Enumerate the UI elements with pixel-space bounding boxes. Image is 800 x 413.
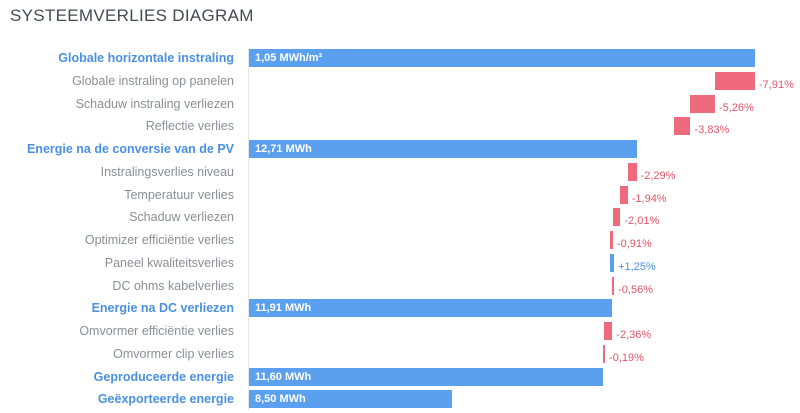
chart-title: SYSTEEMVERLIES DIAGRAM [10, 6, 254, 25]
percent-label: -2,01% [624, 215, 660, 227]
row-label: Reflectie verlies [145, 119, 234, 133]
row-label: Omvormer clip verlies [113, 347, 234, 361]
percent-label: -2,36% [616, 329, 652, 341]
bar-value-label: 8,50 MWh [255, 393, 306, 405]
percent-label: -0,19% [609, 352, 644, 364]
total-bar: 11,91 MWh [249, 299, 613, 317]
row-label: Geëxporteerde energie [97, 392, 234, 406]
loss-bar [603, 345, 605, 363]
loss-bar [620, 186, 628, 204]
row-label: Globale horizontale instraling [58, 51, 234, 65]
percent-label: -1,94% [631, 193, 667, 205]
row-label: Schaduw instraling verliezen [75, 97, 234, 111]
loss-bar [612, 208, 621, 226]
chart-axis-line [248, 48, 249, 410]
percent-label: +1,25% [618, 261, 656, 273]
loss-bar [627, 163, 637, 181]
row-label: Instralingsverlies niveau [100, 165, 234, 179]
total-bar: 8,50 MWh [249, 390, 453, 408]
bar-value-label: 11,91 MWh [255, 302, 312, 314]
bar-value-label: 11,60 MWh [255, 371, 312, 383]
total-bar: 11,60 MWh [249, 368, 603, 386]
loss-bar [612, 277, 615, 295]
row-label: Omvormer efficiëntie verlies [79, 324, 234, 338]
row-label: Paneel kwaliteitsverlies [104, 256, 234, 270]
row-label: DC ohms kabelverlies [112, 279, 234, 293]
row-label: Geproduceerde energie [93, 370, 234, 384]
row-label: Energie na DC verliezen [91, 301, 234, 315]
percent-label: -0,91% [616, 238, 652, 250]
total-bar: 1,05 MWh/m² [249, 49, 755, 67]
loss-bar [690, 95, 715, 113]
row-label: Globale instraling op panelen [72, 74, 234, 88]
bar-value-label: 12,71 MWh [255, 143, 312, 155]
loss-bar [714, 72, 755, 90]
loss-bar [603, 322, 613, 340]
row-label: Temperatuur verlies [124, 188, 234, 202]
row-label: Energie na de conversie van de PV [26, 142, 234, 156]
percent-label: -7,91% [759, 79, 794, 91]
loss-bar [673, 117, 691, 135]
loss-bar [609, 231, 613, 249]
row-label: Optimizer efficiëntie verlies [84, 233, 234, 247]
total-bar: 12,71 MWh [249, 140, 637, 158]
row-label: Schaduw verliezen [129, 210, 234, 224]
gain-bar [609, 254, 615, 272]
percent-label: -2,29% [640, 170, 676, 182]
percent-label: -5,26% [718, 102, 754, 114]
percent-label: -0,56% [618, 284, 653, 296]
bar-value-label: 1,05 MWh/m² [255, 52, 323, 64]
percent-label: -3,83% [694, 124, 730, 136]
